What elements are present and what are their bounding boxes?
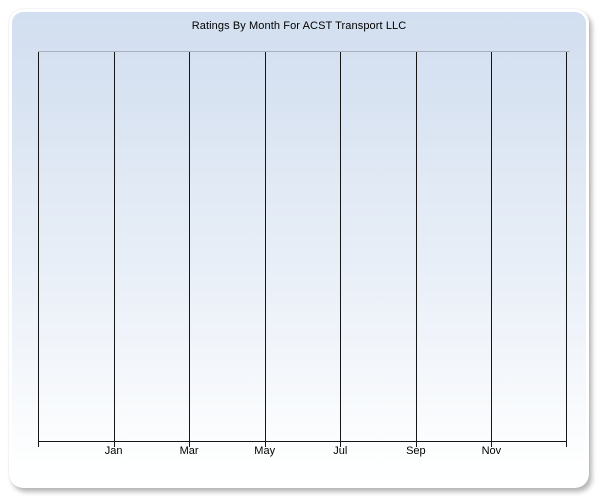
x-axis-line xyxy=(38,441,567,442)
x-tick-label-may: May xyxy=(254,445,276,457)
x-axis-tick-labels: Jan Mar May Jul Sep Nov xyxy=(38,445,567,461)
vertical-gridline-mar xyxy=(189,52,191,447)
vertical-gridline-nov xyxy=(491,52,493,447)
x-tick-label-jul: Jul xyxy=(333,445,348,457)
vertical-gridline-right-edge xyxy=(566,52,567,447)
x-tick-label-nov: Nov xyxy=(481,445,502,457)
x-tick-label-jan: Jan xyxy=(104,445,123,457)
x-tick-label-mar: Mar xyxy=(179,445,199,457)
x-tick-label-sep: Sep xyxy=(406,445,426,457)
plot-area xyxy=(38,51,570,447)
vertical-gridline-left-edge xyxy=(38,52,39,447)
vertical-gridline-jan xyxy=(113,52,115,447)
vertical-gridline-jul xyxy=(340,52,342,447)
vertical-gridline-may xyxy=(264,52,266,447)
vertical-gridline-sep xyxy=(415,52,417,447)
plot-top-border xyxy=(38,51,570,52)
chart-panel-background xyxy=(12,12,586,485)
chart-title: Ratings By Month For ACST Transport LLC xyxy=(191,20,407,32)
